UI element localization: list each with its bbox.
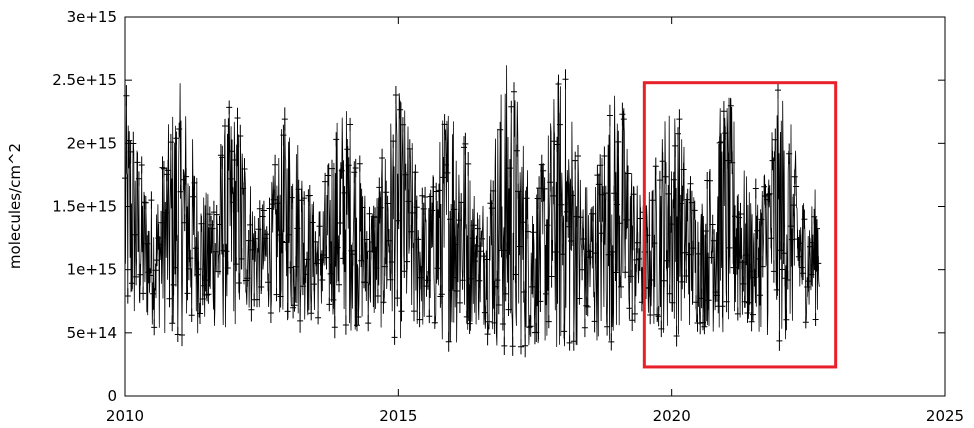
x-tick-label: 2010: [106, 407, 144, 425]
y-axis: 0 5e+14 1e+15 1.5e+15 2e+15 2.5e+15 3e+15: [52, 8, 945, 405]
y-axis-title: molecules/cm^2: [6, 143, 24, 269]
y-tick-label: 3e+15: [67, 8, 117, 26]
data-series: [122, 65, 822, 358]
y-tick-label: 1e+15: [67, 261, 117, 279]
y-tick-label: 2.5e+15: [52, 71, 117, 89]
annotation-layer: [642, 81, 838, 369]
y-tick-label: 5e+14: [67, 324, 117, 342]
x-tick-label: 2025: [926, 407, 964, 425]
highlight-rectangle: [642, 81, 838, 369]
y-tick-label: 1.5e+15: [52, 198, 117, 216]
x-tick-label: 2020: [653, 407, 691, 425]
y-tick-label: 0: [107, 387, 117, 405]
x-axis: 2010 2015 2020 2025: [106, 17, 964, 425]
y-tick-label: 2e+15: [67, 134, 117, 152]
x-tick-label: 2015: [379, 407, 417, 425]
